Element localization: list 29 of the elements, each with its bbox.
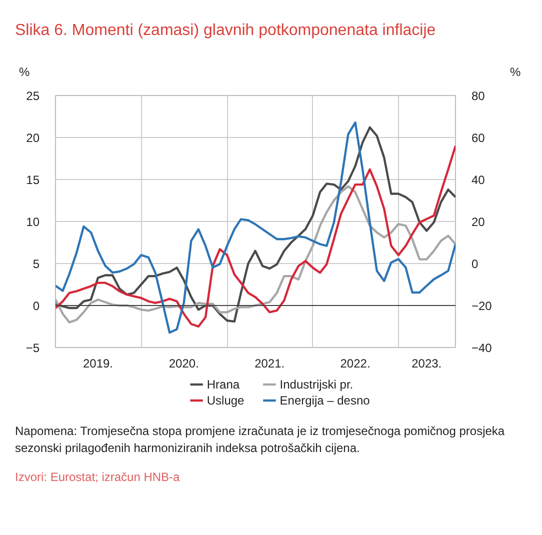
legend-label: Hrana bbox=[206, 378, 240, 392]
x-tick-label: 2022. bbox=[340, 356, 370, 370]
y2-tick-label: 40 bbox=[472, 173, 486, 187]
y-tick-label: 20 bbox=[26, 131, 40, 145]
y-tick-label: 0 bbox=[32, 299, 40, 313]
x-tick-label: 2021. bbox=[254, 356, 285, 370]
y2-tick-label: −40 bbox=[472, 341, 492, 355]
legend-label: Industrijski pr. bbox=[280, 378, 354, 392]
y2-tick-label: 60 bbox=[472, 131, 486, 145]
y-axis-title: % bbox=[19, 64, 30, 81]
y2-tick-label: 80 bbox=[472, 89, 486, 103]
y-tick-label: 25 bbox=[26, 89, 40, 103]
y-tick-label: 10 bbox=[26, 215, 40, 229]
text: Izvori: Eurostat; izračun HNB-a bbox=[15, 469, 180, 486]
x-tick-label: 2020. bbox=[168, 356, 199, 370]
legend-label: Energija – desno bbox=[280, 394, 370, 408]
y2-tick-label: 20 bbox=[472, 215, 486, 229]
y-tick-label: 5 bbox=[32, 257, 40, 271]
y-tick-label: 15 bbox=[26, 173, 40, 187]
x-tick-label: 2019. bbox=[82, 356, 114, 370]
y-tick-label: −5 bbox=[26, 341, 40, 355]
legend-label: Usluge bbox=[206, 394, 245, 408]
y2-axis-title: % bbox=[510, 64, 521, 81]
chart-title: Slika 6. Momenti (zamasi) glavnih potkomponenata inflacije bbox=[15, 21, 436, 41]
text: Napomena: Tromjesečna stopa promjene izračunata je iz tromjesečnoga pomičnog prosjeka sezonski prilagođenih harmoniziranih indeksa potrošačkih cijena. bbox=[15, 423, 506, 458]
y2-tick-label: 0 bbox=[472, 257, 478, 271]
y2-tick-label: −20 bbox=[472, 299, 492, 313]
x-tick-label: 2023. bbox=[412, 356, 442, 370]
line-series bbox=[56, 185, 456, 324]
